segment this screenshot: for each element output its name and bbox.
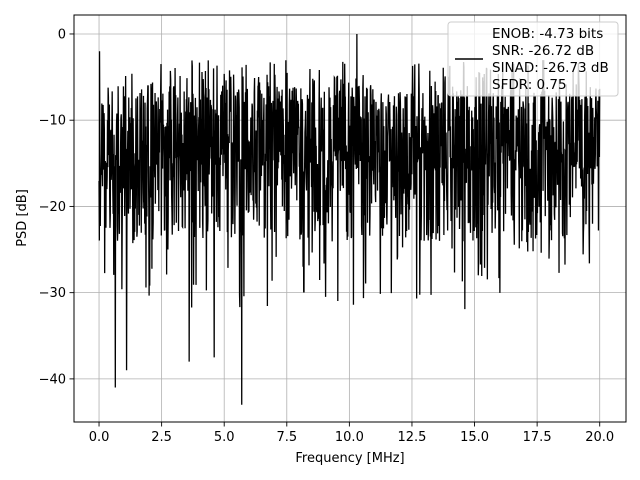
legend-line-sfdr: SFDR: 0.75 (492, 77, 567, 93)
axes-frame (73, 14, 627, 423)
x-tick-label: 15.0 (460, 430, 489, 445)
x-tick-label: 5.0 (214, 430, 235, 445)
x-tick-label: 2.5 (151, 430, 172, 445)
y-tick-label: −40 (39, 372, 66, 387)
y-tick-label: −20 (39, 200, 66, 215)
y-tick-label: −10 (39, 114, 66, 129)
plot-area (98, 33, 601, 405)
legend-box (447, 21, 619, 97)
x-axis-label: Frequency [MHz] (295, 451, 404, 466)
legend-line-enob: ENOB: -4.73 bits (492, 26, 603, 42)
x-tick-label: 17.5 (523, 430, 552, 445)
x-axis-ticks: 0.0 2.5 5.0 7.5 10.0 12.5 15.0 17.5 20.0 (89, 422, 614, 445)
y-axis-label: PSD [dB] (15, 189, 30, 247)
legend-line-snr: SNR: -26.72 dB (492, 43, 594, 59)
psd-series-line (98, 33, 601, 405)
y-tick-label: −30 (39, 286, 66, 301)
x-tick-label: 20.0 (585, 430, 614, 445)
legend-line-sinad: SINAD: -26.73 dB (492, 60, 609, 76)
x-tick-label: 10.0 (335, 430, 364, 445)
x-tick-label: 7.5 (276, 430, 297, 445)
y-axis-ticks: 0 −10 −20 −30 −40 (39, 27, 74, 387)
x-tick-label: 0.0 (89, 430, 110, 445)
legend: ENOB: -4.73 bits SNR: -26.72 dB SINAD: -… (447, 21, 619, 97)
x-tick-label: 12.5 (397, 430, 426, 445)
y-tick-label: 0 (58, 27, 66, 42)
